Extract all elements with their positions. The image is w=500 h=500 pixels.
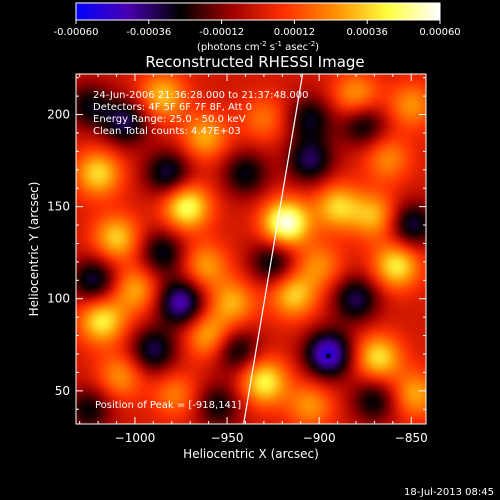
annotation-line: 24-Jun-2006 21:36:28.000 to 21:37:48.000 [93, 90, 309, 101]
peak-position-label: Position of Peak = [-918,141] [95, 400, 241, 411]
limb-line [243, 73, 304, 425]
y-tick-label: 150 [47, 200, 70, 214]
y-axis-ticks: 50 100 150 200 [47, 77, 426, 410]
render-timestamp: 18-Jul-2013 08:45 [404, 487, 494, 498]
x-tick-label: −950 [211, 431, 244, 445]
colorbar-label: (photons cm-2 s-1 asec-2) [197, 40, 319, 53]
y-axis-label: Heliocentric Y (arcsec) [27, 182, 41, 317]
y-tick-label: 200 [47, 108, 70, 122]
annotation-line: Detectors: 4F 5F 6F 7F 8F, Att 0 [93, 102, 252, 113]
plot-frame [75, 73, 427, 425]
annotation-block: 24-Jun-2006 21:36:28.000 to 21:37:48.000… [93, 90, 309, 137]
annotation-line: Energy Range: 25.0 - 50.0 keV [93, 114, 246, 125]
x-axis-label: Heliocentric X (arcsec) [183, 447, 319, 461]
colorbar-ticks: -0.00060 -0.00036 -0.00012 0.00012 0.00036 0.… [54, 20, 461, 38]
colorbar [75, 2, 441, 21]
colorbar-tick-label: -0.00012 [199, 27, 244, 38]
colorbar-tick-label: 0.00060 [419, 27, 460, 38]
peak-marker [326, 353, 331, 358]
y-tick-label: 50 [55, 384, 70, 398]
annotation-line: Clean Total counts: 4.47E+03 [93, 126, 241, 137]
x-axis-ticks: −1000 −950 −900 −850 [79, 74, 428, 445]
heatmap-image [76, 74, 426, 424]
colorbar-tick-label: -0.00060 [54, 27, 99, 38]
x-tick-label: −900 [303, 431, 336, 445]
chart-title: Reconstructed RHESSI Image [145, 53, 364, 71]
x-tick-label: −850 [395, 431, 428, 445]
colorbar-tick-label: -0.00036 [126, 27, 171, 38]
colorbar-tick-label: 0.00036 [347, 27, 388, 38]
y-tick-label: 100 [47, 292, 70, 306]
x-tick-label: −1000 [115, 431, 156, 445]
colorbar-tick-label: 0.00012 [274, 27, 315, 38]
